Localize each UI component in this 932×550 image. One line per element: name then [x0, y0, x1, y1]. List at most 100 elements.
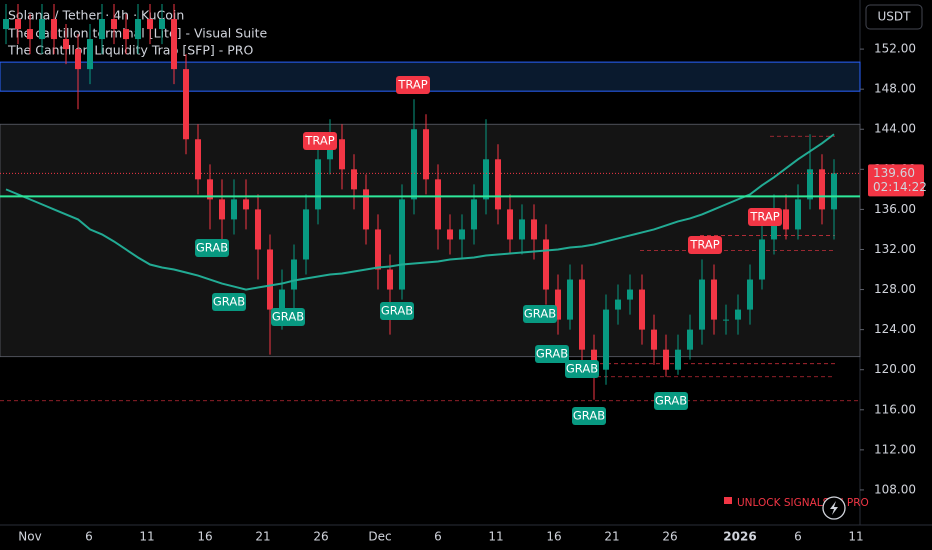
y-tick-label: 120.00	[874, 362, 916, 376]
x-tick-label: 16	[546, 530, 561, 544]
x-tick-label: 26	[662, 530, 677, 544]
candle-body	[111, 19, 117, 30]
candle-body	[651, 329, 657, 350]
candle-body	[435, 179, 441, 230]
x-tick-label: 11	[848, 530, 863, 544]
candle-body	[315, 159, 321, 210]
signal-label: TRAP	[304, 134, 334, 148]
signal-badge	[654, 392, 688, 410]
candle-body	[267, 249, 273, 310]
x-tick-label: Dec	[368, 530, 391, 544]
x-tick-label: Nov	[18, 530, 41, 544]
candle-body	[723, 319, 729, 321]
signal-badge	[748, 208, 782, 226]
y-tick-label: 108.00	[874, 482, 916, 496]
y-tick-label: 116.00	[874, 402, 916, 416]
candle-body	[51, 19, 57, 40]
candle-body	[819, 169, 825, 210]
lock-icon	[724, 497, 732, 504]
candle-body	[567, 279, 573, 320]
signal-label: GRAB	[381, 304, 413, 318]
y-tick-label: 144.00	[874, 122, 916, 136]
candle-body	[519, 219, 525, 240]
candle-body	[171, 19, 177, 70]
candle-body	[579, 279, 585, 350]
candle-body	[159, 19, 165, 30]
candle-body	[591, 349, 597, 370]
candle-body	[711, 279, 717, 320]
candle-body	[675, 349, 681, 370]
x-tick-label: 2026	[723, 530, 756, 544]
signal-badge	[271, 308, 305, 326]
signal-label: GRAB	[573, 409, 605, 423]
x-tick-label: 6	[794, 530, 802, 544]
candle-body	[39, 19, 45, 40]
signal-label: TRAP	[749, 210, 779, 224]
y-tick-label: 124.00	[874, 322, 916, 336]
promo-text[interactable]: UNLOCK SIGNALS IN PRO	[737, 497, 869, 509]
x-tick-label: 11	[139, 530, 154, 544]
candle-body	[507, 209, 513, 240]
y-tick-label: 136.00	[874, 202, 916, 216]
candle-body	[303, 209, 309, 260]
y-tick-label: 112.00	[874, 442, 916, 456]
signal-badge	[565, 360, 599, 378]
candle-body	[99, 19, 105, 40]
candle-body	[483, 159, 489, 200]
candle-body	[279, 289, 285, 310]
candle-body	[3, 19, 9, 30]
candle-body	[147, 19, 153, 30]
candle-body	[243, 199, 249, 210]
candle-body	[447, 229, 453, 240]
candle-body	[411, 129, 417, 200]
bolt-icon	[830, 501, 838, 515]
x-tick-label: 21	[604, 530, 619, 544]
candle-body	[351, 169, 357, 190]
currency-box[interactable]	[865, 4, 923, 30]
candle-body	[639, 289, 645, 330]
candle-body	[375, 229, 381, 270]
signal-badge	[688, 236, 722, 254]
signal-badge	[396, 76, 430, 94]
x-tick-label: 6	[434, 530, 442, 544]
candle-body	[87, 39, 93, 70]
y-tick-label: 132.00	[874, 242, 916, 256]
signal-label: GRAB	[196, 241, 228, 255]
signal-label: TRAP	[689, 238, 719, 252]
candle-body	[339, 139, 345, 170]
chart-title: Solana / Tether · 4h · KuCoin	[8, 8, 184, 23]
candle-body	[783, 209, 789, 230]
signal-label: GRAB	[536, 347, 568, 361]
candle-body	[831, 173, 837, 210]
candle-body	[135, 19, 141, 40]
candle-body	[615, 299, 621, 310]
x-tick-label: 26	[313, 530, 328, 544]
candle-body	[63, 39, 69, 50]
countdown: 02:14:22	[873, 180, 927, 194]
candle-body	[807, 169, 813, 200]
candle-body	[255, 209, 261, 250]
signal-label: GRAB	[655, 394, 687, 408]
signal-badge	[212, 293, 246, 311]
signal-badge	[535, 345, 569, 363]
signal-badge	[303, 132, 337, 150]
candle-body	[627, 289, 633, 300]
candle-body	[15, 19, 21, 30]
signal-label: GRAB	[213, 295, 245, 309]
candle-body	[387, 269, 393, 290]
y-tick-label: 128.00	[874, 282, 916, 296]
y-tick-label: 152.00	[874, 42, 916, 56]
candle-body	[27, 29, 33, 40]
x-tick-label: 21	[255, 530, 270, 544]
candle-body	[735, 309, 741, 320]
x-tick-label: 11	[488, 530, 503, 544]
range-zone	[0, 123, 861, 358]
signal-label: TRAP	[397, 78, 427, 92]
candle-body	[219, 199, 225, 220]
candle-body	[231, 199, 237, 220]
currency[interactable]: USDT	[878, 10, 912, 24]
candle-body	[663, 349, 669, 370]
signal-label: GRAB	[272, 310, 304, 324]
x-tick-label: 16	[197, 530, 212, 544]
